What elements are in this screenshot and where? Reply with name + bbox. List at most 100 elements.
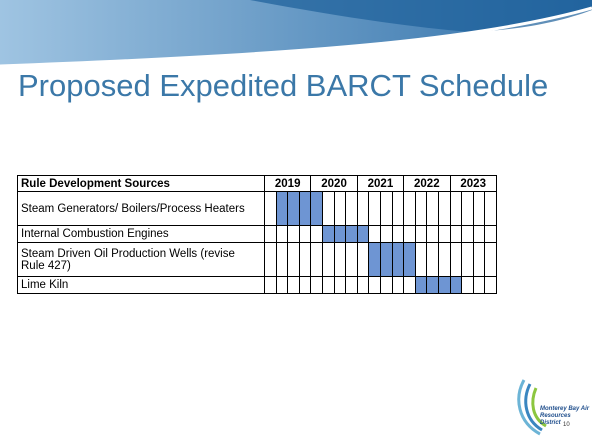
quarter-cell <box>264 191 277 226</box>
quarter-cell <box>437 191 451 226</box>
quarter-cell <box>333 191 347 226</box>
year-header: 2023 <box>449 175 497 192</box>
quarter-cell <box>310 242 323 277</box>
quarter-cell <box>426 191 439 226</box>
quarter-cell <box>345 191 358 226</box>
quarter-cell <box>414 191 428 226</box>
schedule-row: Internal Combustion Engines <box>17 225 497 243</box>
quarter-cell <box>333 242 347 277</box>
quarter-cell <box>287 276 300 294</box>
header-label: Rule Development Sources <box>17 175 265 192</box>
quarter-cell <box>426 242 439 277</box>
quarter-cell <box>379 242 393 277</box>
quarter-cell <box>484 191 497 226</box>
logo <box>517 379 547 436</box>
quarter-cell <box>275 242 289 277</box>
source-label: Internal Combustion Engines <box>17 225 265 243</box>
quarter-cell <box>426 225 439 243</box>
schedule-row: Steam Generators/ Boilers/Process Heater… <box>17 191 497 226</box>
quarter-cell <box>379 191 393 226</box>
quarter-cell <box>449 191 463 226</box>
quarter-cell <box>345 225 358 243</box>
quarter-cell <box>379 276 393 294</box>
header-row: Rule Development Sources 2019 2020 2021 2022… <box>17 175 497 192</box>
quarter-cell <box>333 276 347 294</box>
quarter-cell <box>391 191 405 226</box>
quarter-cell <box>414 276 428 294</box>
quarter-cell <box>391 242 405 277</box>
quarter-cell <box>287 242 300 277</box>
quarter-cell <box>368 242 381 277</box>
quarter-cell <box>414 242 428 277</box>
quarter-cell <box>472 276 486 294</box>
quarter-cell <box>298 191 312 226</box>
quarter-cell <box>321 191 335 226</box>
source-label: Steam Driven Oil Production Wells (revis… <box>17 242 265 277</box>
quarter-cell <box>403 225 416 243</box>
quarter-cell <box>264 242 277 277</box>
quarter-cell <box>484 225 497 243</box>
slide-title: Proposed Expedited BARCT Schedule <box>18 68 549 103</box>
quarter-cell <box>472 225 486 243</box>
quarter-cell <box>310 225 323 243</box>
quarter-cell <box>310 191 323 226</box>
quarter-cell <box>264 225 277 243</box>
quarter-cell <box>437 225 451 243</box>
logo-text: Monterey Bay Air Resources District <box>540 406 590 426</box>
quarter-cell <box>391 276 405 294</box>
quarter-cell <box>275 225 289 243</box>
quarter-cell <box>275 191 289 226</box>
quarter-cell <box>345 276 358 294</box>
quarter-cell <box>426 276 439 294</box>
year-header: 2021 <box>356 175 405 192</box>
year-header: 2022 <box>403 175 451 192</box>
quarter-cell <box>368 276 381 294</box>
quarter-cell <box>403 242 416 277</box>
quarter-cell <box>403 276 416 294</box>
quarter-cell <box>264 276 277 294</box>
quarter-cell <box>449 225 463 243</box>
quarter-cell <box>298 225 312 243</box>
year-header: 2020 <box>310 175 358 192</box>
quarter-cell <box>461 225 474 243</box>
quarter-cell <box>287 191 300 226</box>
quarter-cell <box>391 225 405 243</box>
year-header: 2019 <box>263 175 312 192</box>
quarter-cell <box>472 242 486 277</box>
quarter-cell <box>484 242 497 277</box>
quarter-cell <box>368 225 381 243</box>
quarter-cell <box>345 242 358 277</box>
quarter-cell <box>461 276 474 294</box>
schedule-row: Steam Driven Oil Production Wells (revis… <box>17 242 497 277</box>
quarter-cell <box>368 191 381 226</box>
schedule-row: Lime Kiln <box>17 276 497 294</box>
source-label: Steam Generators/ Boilers/Process Heater… <box>17 191 265 226</box>
quarter-cell <box>321 225 335 243</box>
quarter-cell <box>461 242 474 277</box>
quarter-cell <box>275 276 289 294</box>
quarter-cell <box>437 242 451 277</box>
quarter-cell <box>356 225 370 243</box>
quarter-cell <box>449 276 463 294</box>
page-number: 10 <box>563 422 570 428</box>
quarter-cell <box>472 191 486 226</box>
quarter-cell <box>298 242 312 277</box>
schedule-table: Rule Development Sources 2019 2020 2021 2022… <box>17 175 497 294</box>
quarter-cell <box>310 276 323 294</box>
quarter-cell <box>298 276 312 294</box>
quarter-cell <box>379 225 393 243</box>
quarter-cell <box>461 191 474 226</box>
quarter-cell <box>449 242 463 277</box>
quarter-cell <box>333 225 347 243</box>
quarter-cell <box>287 225 300 243</box>
quarter-cell <box>484 276 497 294</box>
quarter-cell <box>321 276 335 294</box>
quarter-cell <box>403 191 416 226</box>
quarter-cell <box>356 242 370 277</box>
quarter-cell <box>321 242 335 277</box>
quarter-cell <box>437 276 451 294</box>
quarter-cell <box>414 225 428 243</box>
header-swoosh <box>0 0 592 68</box>
source-label: Lime Kiln <box>17 276 265 294</box>
